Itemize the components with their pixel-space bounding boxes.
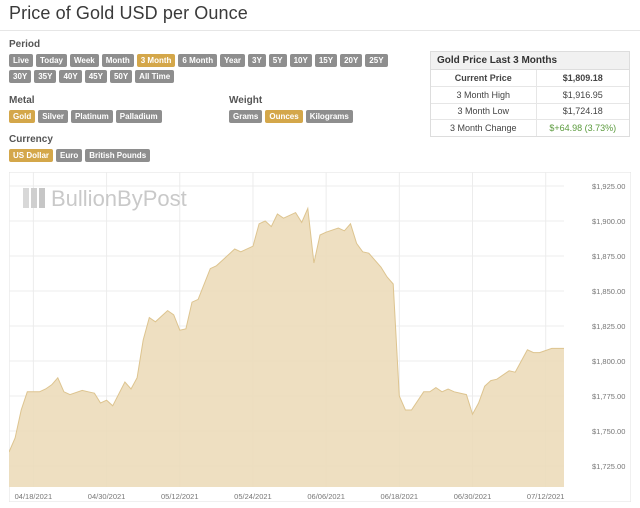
period-button-45y[interactable]: 45Y: [84, 70, 107, 83]
stats-value: $1,916.95: [536, 86, 629, 103]
x-tick-label: 04/18/2021: [15, 492, 53, 501]
period-buttons-row-1: Live Today Week Month 3 Month 6 Month Year 3Y 5Y…: [9, 54, 388, 67]
period-button-35y[interactable]: 35Y: [34, 70, 57, 83]
x-tick-label: 06/06/2021: [307, 492, 345, 501]
price-line: [9, 206, 564, 453]
watermark-logo-bar: [23, 188, 29, 208]
weight-button-grams[interactable]: Grams: [229, 110, 263, 123]
stats-value: $+64.98 (3.73%): [536, 119, 629, 136]
stats-row-high: 3 Month High $1,916.95: [431, 86, 629, 103]
y-tick-label: $1,725.00: [592, 462, 625, 471]
period-button-year[interactable]: Year: [220, 54, 245, 67]
title-divider: [0, 30, 640, 31]
period-button-all-time[interactable]: All Time: [135, 70, 175, 83]
x-tick-label: 05/12/2021: [161, 492, 199, 501]
period-label: Period: [9, 39, 41, 50]
stats-row-low: 3 Month Low $1,724.18: [431, 102, 629, 120]
metal-button-silver[interactable]: Silver: [38, 110, 69, 123]
metal-buttons: Gold Silver Platinum Palladium: [9, 110, 162, 123]
stats-value: $1,724.18: [536, 102, 629, 120]
price-area: [9, 208, 564, 487]
currency-label: Currency: [9, 134, 53, 145]
y-tick-label: $1,800.00: [592, 357, 625, 366]
stats-row-current: Current Price $1,809.18: [431, 70, 629, 87]
period-button-month[interactable]: Month: [101, 54, 134, 67]
period-button-20y[interactable]: 20Y: [340, 54, 363, 67]
watermark-text: BullionByPost: [51, 186, 187, 211]
currency-button-british-pounds[interactable]: British Pounds: [85, 149, 151, 162]
x-tick-label: 07/12/2021: [527, 492, 565, 501]
period-button-50y[interactable]: 50Y: [109, 70, 133, 83]
period-button-40y[interactable]: 40Y: [59, 70, 82, 83]
period-buttons-row-2: 30Y 35Y 40Y 45Y 50Y All Time: [9, 70, 175, 83]
metal-button-platinum[interactable]: Platinum: [71, 110, 113, 123]
stats-title: Gold Price Last 3 Months: [431, 52, 629, 70]
weight-button-kilograms[interactable]: Kilograms: [305, 110, 353, 123]
chart-svg: BullionByPost $1,725.00 $1,750.00 $1,775.00…: [9, 172, 631, 502]
period-button-week[interactable]: Week: [69, 54, 99, 67]
stats-label: 3 Month High: [431, 86, 537, 103]
y-tick-label: $1,750.00: [592, 427, 625, 436]
currency-button-euro[interactable]: Euro: [56, 149, 83, 162]
period-button-3-month[interactable]: 3 Month: [136, 54, 176, 67]
stats-table: Current Price $1,809.18 3 Month High $1,…: [431, 70, 629, 136]
weight-buttons: Grams Ounces Kilograms: [229, 110, 353, 123]
page-title: Price of Gold USD per Ounce: [9, 3, 248, 23]
stats-label: 3 Month Change: [431, 119, 537, 136]
weight-label: Weight: [229, 95, 263, 106]
period-button-6-month[interactable]: 6 Month: [178, 54, 218, 67]
x-tick-label: 04/30/2021: [88, 492, 126, 501]
stats-panel: Gold Price Last 3 Months Current Price $…: [430, 51, 630, 137]
y-tick-label: $1,925.00: [592, 182, 625, 191]
stats-value: $1,809.18: [562, 73, 603, 83]
period-button-5y[interactable]: 5Y: [268, 54, 287, 67]
watermark-logo-bar: [31, 188, 37, 208]
period-button-30y[interactable]: 30Y: [9, 70, 32, 83]
period-button-15y[interactable]: 15Y: [314, 54, 338, 67]
period-button-25y[interactable]: 25Y: [365, 54, 388, 67]
period-button-live[interactable]: Live: [9, 54, 34, 67]
period-button-today[interactable]: Today: [36, 54, 67, 67]
stats-label: Current Price: [431, 70, 537, 87]
period-button-3y[interactable]: 3Y: [248, 54, 266, 67]
y-tick-label: $1,775.00: [592, 392, 625, 401]
stats-label: 3 Month Low: [431, 102, 537, 120]
y-tick-label: $1,850.00: [592, 287, 625, 296]
stats-row-change: 3 Month Change $+64.98 (3.73%): [431, 119, 629, 136]
x-tick-label: 05/24/2021: [234, 492, 272, 501]
y-tick-label: $1,825.00: [592, 322, 625, 331]
x-tick-label: 06/18/2021: [381, 492, 419, 501]
y-tick-label: $1,875.00: [592, 252, 625, 261]
x-tick-label: 06/30/2021: [454, 492, 492, 501]
metal-button-gold[interactable]: Gold: [9, 110, 36, 123]
weight-button-ounces[interactable]: Ounces: [265, 110, 303, 123]
y-tick-label: $1,900.00: [592, 217, 625, 226]
metal-label: Metal: [9, 95, 35, 106]
price-chart: BullionByPost $1,725.00 $1,750.00 $1,775.00…: [9, 172, 631, 502]
watermark-logo-bar: [39, 188, 45, 208]
currency-buttons: US Dollar Euro British Pounds: [9, 149, 151, 162]
metal-button-palladium[interactable]: Palladium: [115, 110, 162, 123]
currency-button-us-dollar[interactable]: US Dollar: [9, 149, 54, 162]
period-button-10y[interactable]: 10Y: [289, 54, 312, 67]
